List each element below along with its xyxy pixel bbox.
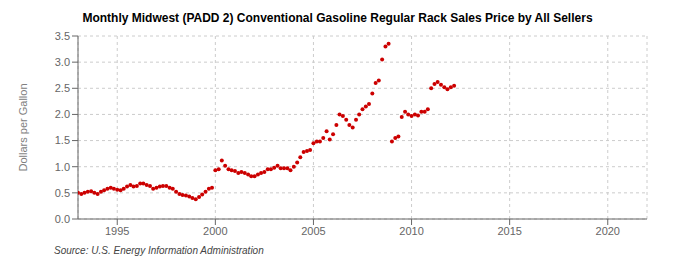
svg-text:3.0: 3.0 <box>55 56 70 68</box>
svg-text:0.0: 0.0 <box>55 213 70 225</box>
html-text:Source: U.S. Energy Informatio: Source: U.S. Energy Information Administ… <box>54 245 264 256</box>
html-text:Monthly Midwest (PADD 2) Conve: Monthly Midwest (PADD 2) Conventional Ga… <box>82 11 593 25</box>
svg-text:Dollars per Gallon: Dollars per Gallon <box>17 83 29 171</box>
svg-text:1.5: 1.5 <box>55 134 70 146</box>
svg-text:2005: 2005 <box>301 225 325 237</box>
svg-text:2020: 2020 <box>596 225 620 237</box>
svg-text:2015: 2015 <box>497 225 521 237</box>
svg-text:2.0: 2.0 <box>55 108 70 120</box>
svg-text:3.5: 3.5 <box>55 30 70 42</box>
svg-text:1995: 1995 <box>105 225 129 237</box>
svg-text:2000: 2000 <box>203 225 227 237</box>
svg-text:2.5: 2.5 <box>55 82 70 94</box>
svg-text:0.5: 0.5 <box>55 187 70 199</box>
svg-text:2010: 2010 <box>399 225 423 237</box>
svg-text:1.0: 1.0 <box>55 161 70 173</box>
